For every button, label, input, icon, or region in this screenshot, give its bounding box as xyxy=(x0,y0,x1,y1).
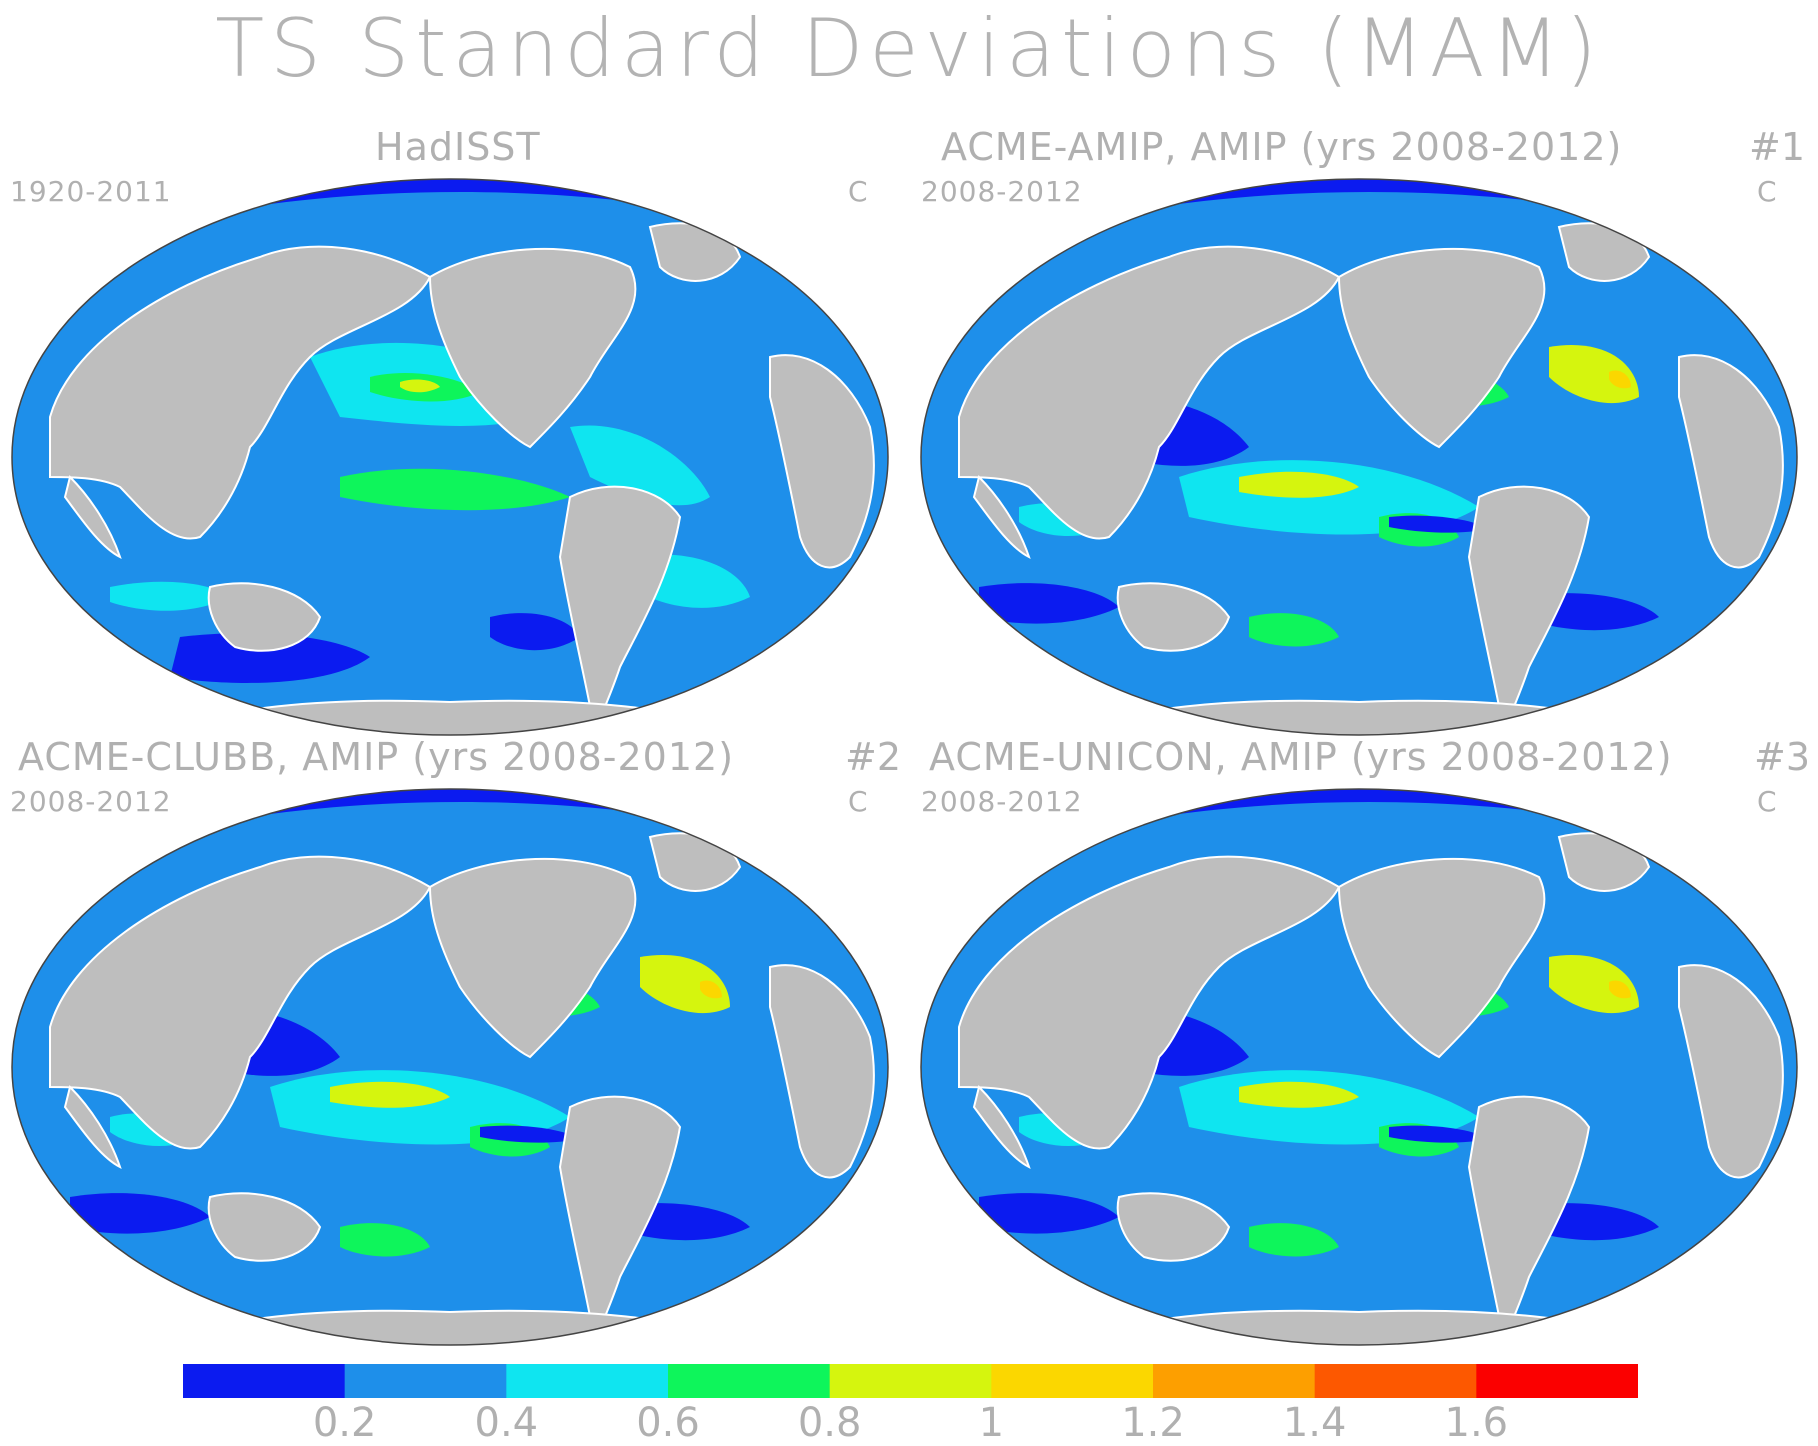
anomaly-region xyxy=(330,1081,450,1108)
colorbar-segment xyxy=(1314,1364,1477,1398)
panel-years: 2008-2012 xyxy=(921,175,1083,208)
australia-land xyxy=(1116,582,1231,652)
panel-years: 1920-2011 xyxy=(10,175,172,208)
anomaly-region xyxy=(570,425,710,506)
anomaly-region xyxy=(480,1125,580,1143)
panel-units: C xyxy=(1757,175,1777,208)
figure-title: TS Standard Deviations (MAM) xyxy=(215,2,1603,95)
india-land xyxy=(972,475,1031,559)
colorbar-segment xyxy=(1153,1364,1316,1398)
colorbar-segment xyxy=(668,1364,831,1398)
anomaly-region xyxy=(70,1193,210,1234)
antarctica-land xyxy=(149,1309,771,1345)
anomaly-region xyxy=(340,1223,430,1257)
north-america-land xyxy=(428,857,637,1059)
antarctica-land xyxy=(149,699,771,735)
colorbar xyxy=(183,1364,1638,1398)
panel-units: C xyxy=(1757,785,1777,818)
asia-land xyxy=(958,245,1341,540)
colorbar-segment xyxy=(344,1364,507,1398)
south-america-land xyxy=(558,1095,682,1343)
panel-acme-amip: ACME-AMIP, AMIP (yrs 2008-2012) #1 2008-… xyxy=(909,125,1818,740)
asia-land xyxy=(49,855,432,1150)
antarctica-land xyxy=(1058,699,1680,735)
anomaly-region xyxy=(979,583,1119,624)
africa-land xyxy=(1678,964,1784,1179)
north-america-land xyxy=(428,247,637,449)
anomaly-region xyxy=(1389,515,1489,533)
panel-years: 2008-2012 xyxy=(921,785,1083,818)
panel-title: ACME-UNICON, AMIP (yrs 2008-2012) xyxy=(929,735,1673,779)
anomaly-region xyxy=(170,633,370,683)
panel-title: ACME-AMIP, AMIP (yrs 2008-2012) xyxy=(941,125,1623,169)
australia-land xyxy=(207,1192,322,1262)
colorbar-tick-label: 1.2 xyxy=(1121,1400,1185,1446)
panel-title: ACME-CLUBB, AMIP (yrs 2008-2012) xyxy=(18,735,735,779)
india-land xyxy=(63,475,122,559)
anomaly-region xyxy=(1609,370,1631,389)
anomaly-region xyxy=(400,379,440,393)
anomaly-region xyxy=(700,980,722,999)
africa-land xyxy=(769,354,875,569)
panel-units: C xyxy=(848,785,868,818)
map-acme-unicon xyxy=(920,788,1798,1346)
panel-acme-unicon: ACME-UNICON, AMIP (yrs 2008-2012) #3 200… xyxy=(909,735,1818,1350)
colorbar-tick-label: 0.4 xyxy=(474,1400,539,1446)
anomaly-region xyxy=(490,613,580,651)
anomaly-region xyxy=(1239,1081,1359,1108)
south-america-land xyxy=(558,485,682,733)
panel-number: #2 xyxy=(845,735,902,779)
asia-land xyxy=(49,245,432,540)
anomaly-region xyxy=(979,1193,1119,1234)
anomaly-region xyxy=(340,468,570,511)
map-hadisst xyxy=(11,178,889,736)
australia-land xyxy=(1116,1192,1231,1262)
africa-land xyxy=(1678,354,1784,569)
africa-land xyxy=(769,964,875,1179)
map-border xyxy=(11,788,889,1346)
anomaly-region xyxy=(1239,471,1359,498)
panel-number: #3 xyxy=(1754,735,1811,779)
antarctica-land xyxy=(1058,1309,1680,1345)
north-america-land xyxy=(1337,247,1546,449)
anomaly-region xyxy=(1389,1125,1489,1143)
colorbar-segment xyxy=(829,1364,992,1398)
map-border xyxy=(920,178,1798,736)
colorbar-tick-label: 0.8 xyxy=(797,1400,862,1446)
colorbar-segment xyxy=(991,1364,1154,1398)
anomaly-region xyxy=(1249,1223,1339,1257)
panel-units: C xyxy=(848,175,868,208)
north-america-land xyxy=(1337,857,1546,1059)
map-acme-amip xyxy=(920,178,1798,736)
anomaly-region xyxy=(1249,613,1339,647)
anomaly-region xyxy=(110,581,230,611)
india-land xyxy=(63,1085,122,1169)
panel-acme-clubb: ACME-CLUBB, AMIP (yrs 2008-2012) #2 2008… xyxy=(0,735,909,1350)
colorbar-tick-label: 1 xyxy=(978,1400,1005,1446)
south-america-land xyxy=(1467,1095,1591,1343)
australia-land xyxy=(207,582,322,652)
panel-years: 2008-2012 xyxy=(10,785,172,818)
map-border xyxy=(11,178,889,736)
colorbar-tick-label: 1.4 xyxy=(1282,1400,1347,1446)
panel-number: #1 xyxy=(1749,125,1806,169)
south-america-land xyxy=(1467,485,1591,733)
panel-title: HadISST xyxy=(375,125,541,169)
colorbar-segment xyxy=(1476,1364,1638,1398)
panel-hadisst: HadISST 1920-2011 C xyxy=(0,125,909,740)
map-border xyxy=(920,788,1798,1346)
colorbar-tick-label: 0.2 xyxy=(312,1400,377,1446)
map-acme-clubb xyxy=(11,788,889,1346)
india-land xyxy=(972,1085,1031,1169)
colorbar-segment xyxy=(506,1364,669,1398)
anomaly-region xyxy=(1609,980,1631,999)
colorbar-segment xyxy=(183,1364,346,1398)
asia-land xyxy=(958,855,1341,1150)
colorbar-tick-label: 0.6 xyxy=(636,1400,700,1446)
anomaly-region xyxy=(1549,955,1639,1014)
colorbar-tick-label: 1.6 xyxy=(1444,1400,1509,1446)
anomaly-region xyxy=(1549,345,1639,404)
anomaly-region xyxy=(640,955,730,1014)
